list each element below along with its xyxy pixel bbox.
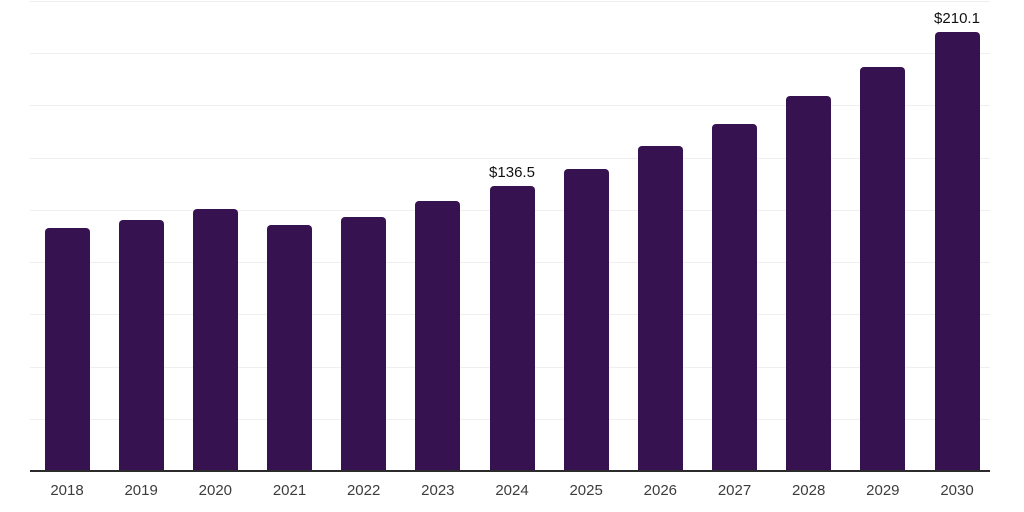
bar-2024 bbox=[489, 185, 535, 471]
bar-value-label-2030: $210.1 bbox=[934, 10, 980, 28]
bar-2019 bbox=[118, 219, 164, 471]
bar-2029 bbox=[860, 66, 906, 471]
bar-2027 bbox=[712, 123, 757, 471]
bar-2025 bbox=[563, 168, 609, 471]
bar-2020 bbox=[192, 209, 238, 471]
bar-2026 bbox=[637, 145, 683, 471]
bar-2018 bbox=[44, 227, 90, 471]
x-tick-label-2023: 2023 bbox=[421, 482, 455, 499]
gridline bbox=[30, 1, 990, 2]
x-tick-label-2027: 2027 bbox=[717, 482, 752, 499]
bar-value-label-2024: $136.5 bbox=[489, 163, 535, 181]
x-tick-label-2029: 2029 bbox=[866, 482, 900, 499]
x-tick-label-2028: 2028 bbox=[791, 482, 826, 499]
gridline bbox=[30, 53, 990, 55]
x-tick-label-2025: 2025 bbox=[569, 482, 603, 499]
bar-2030 bbox=[934, 32, 980, 471]
bar-2021 bbox=[267, 225, 312, 471]
x-tick-label-2020: 2020 bbox=[198, 482, 233, 499]
x-tick-label-2021: 2021 bbox=[272, 482, 307, 499]
plot-area: $136.5 $210.1 bbox=[30, 1, 990, 471]
x-tick-label-2022: 2022 bbox=[346, 482, 381, 499]
x-tick-label-2018: 2018 bbox=[50, 482, 84, 499]
bar-2028 bbox=[786, 96, 832, 471]
x-tick-label-2030: 2030 bbox=[940, 482, 974, 499]
x-tick-label-2026: 2026 bbox=[643, 482, 678, 499]
x-tick-label-2024: 2024 bbox=[495, 482, 529, 499]
bar-2022 bbox=[341, 216, 387, 471]
gridline bbox=[30, 157, 990, 159]
x-axis-line bbox=[30, 470, 990, 472]
gridline bbox=[30, 105, 990, 107]
bar-2023 bbox=[415, 201, 461, 471]
x-tick-label-2019: 2019 bbox=[124, 482, 158, 499]
